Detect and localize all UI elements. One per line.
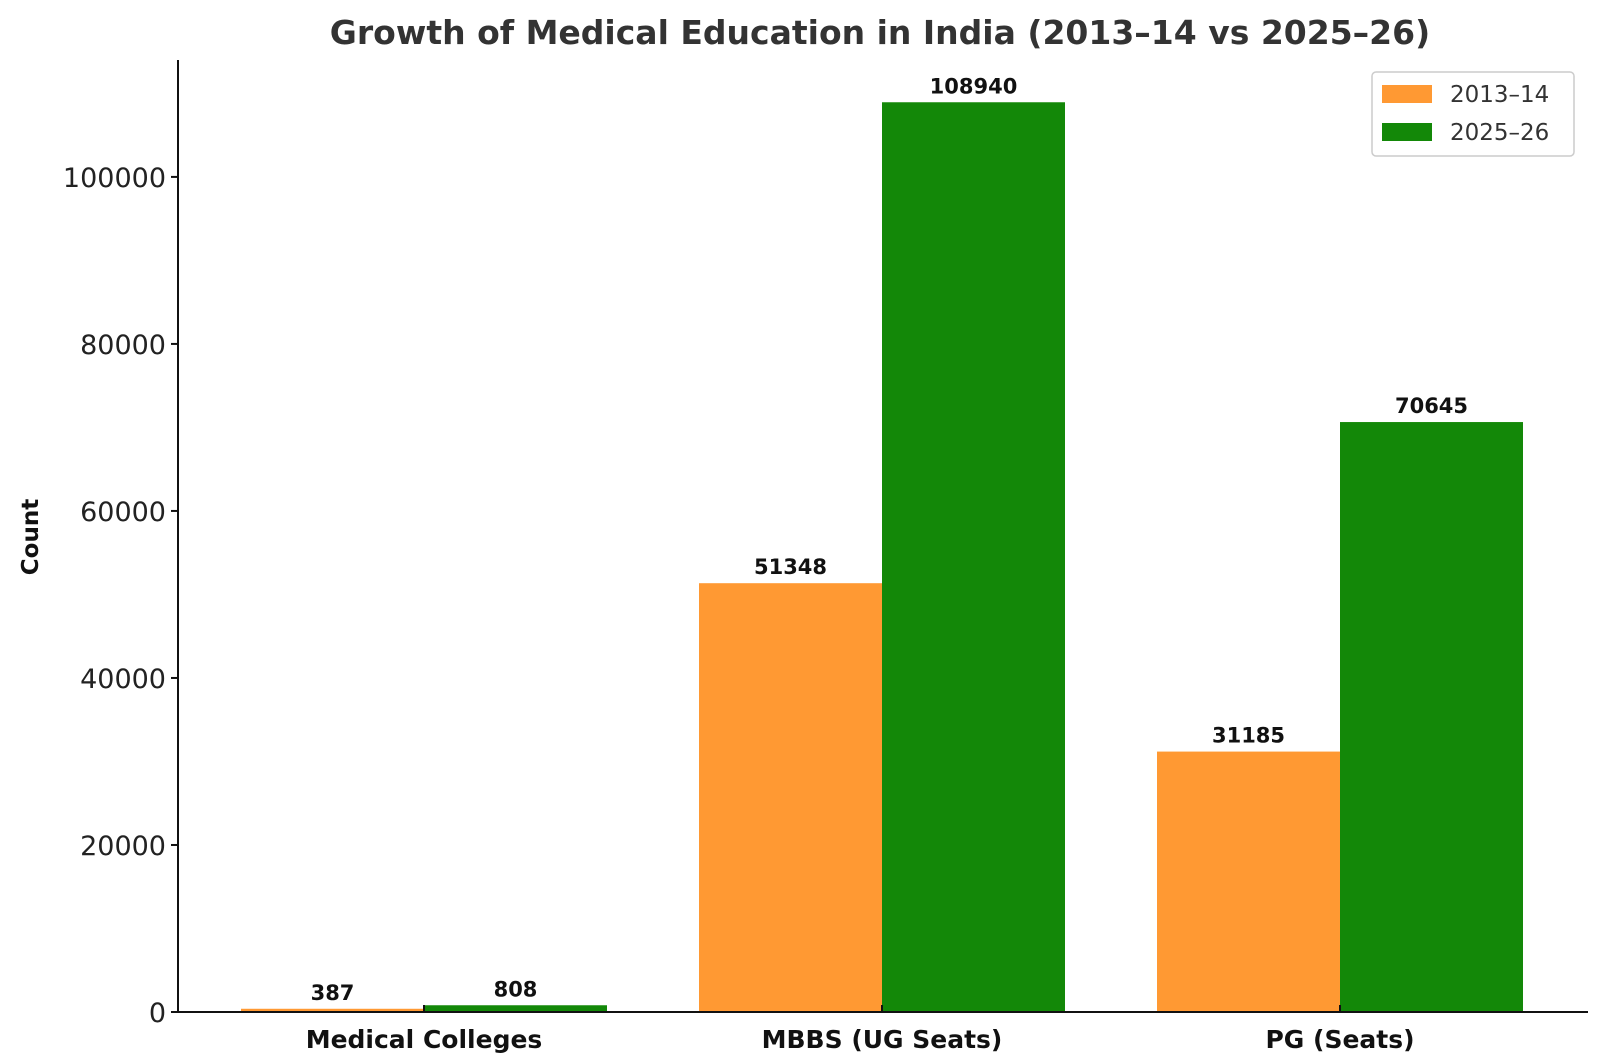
y-tick-label: 40000 (80, 664, 166, 695)
data-label: 808 (494, 977, 538, 1001)
data-label: 31185 (1212, 724, 1285, 748)
x-tick-label: MBBS (UG Seats) (762, 1025, 1003, 1054)
bar-series1-2 (699, 583, 882, 1012)
bar-series1-1 (241, 1008, 424, 1012)
legend: 2013–14 2025–26 (1371, 71, 1575, 157)
y-tick-label: 60000 (80, 497, 166, 528)
y-tick-label: 100000 (63, 163, 166, 194)
x-tick-label: PG (Seats) (1265, 1025, 1414, 1054)
bar-series2-1 (424, 1005, 607, 1012)
y-tick-label: 80000 (80, 330, 166, 361)
y-axis-label: Count (18, 499, 44, 575)
legend-label-1: 2013–14 (1450, 82, 1549, 108)
bar-series2-2 (882, 102, 1065, 1013)
data-label: 51348 (754, 555, 827, 579)
x-tick-label: Medical Colleges (306, 1025, 543, 1054)
y-tick-label: 20000 (80, 831, 166, 862)
legend-swatch-1 (1382, 85, 1432, 103)
chart-title: Growth of Medical Education in India (20… (330, 13, 1430, 52)
data-label: 387 (311, 981, 355, 1005)
y-tick-label: 0 (149, 998, 166, 1029)
bar-series2-3 (1340, 422, 1523, 1013)
data-label: 70645 (1395, 394, 1468, 418)
plot-area: 387 51348 31185 808 108940 70645 0 20000 40000 60… (63, 60, 1588, 1054)
legend-swatch-2 (1382, 123, 1432, 141)
data-label: 108940 (930, 74, 1018, 98)
bar-series1-3 (1157, 751, 1340, 1012)
legend-label-2: 2025–26 (1450, 120, 1549, 146)
